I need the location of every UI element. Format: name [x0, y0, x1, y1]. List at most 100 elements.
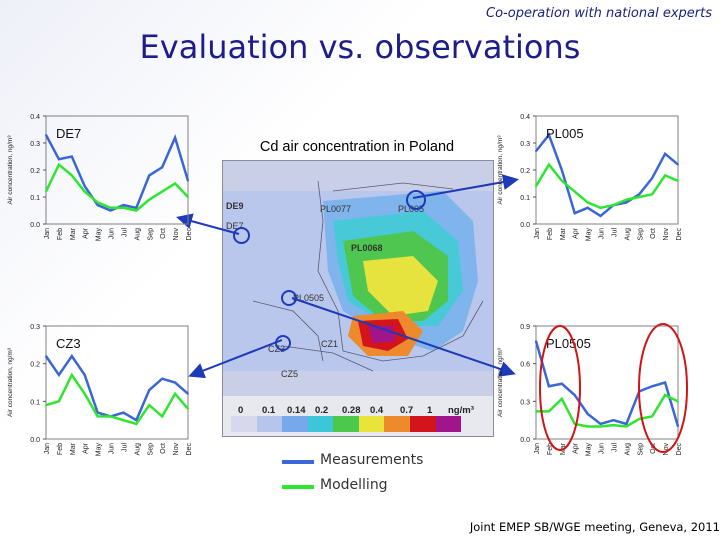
data-point — [70, 355, 73, 358]
chart-de7-svg: 0.0 0.1 0.2 0.3 0.4 Air concentration, ng/m³ J… — [7, 114, 193, 241]
data-point — [625, 201, 628, 204]
y-tick-label: 0.1 — [30, 399, 40, 406]
data-point — [83, 374, 86, 376]
data-point — [96, 204, 99, 206]
data-point — [96, 411, 99, 414]
chart-title: PL0505 — [546, 336, 591, 351]
y-tick-label: 0.0 — [520, 437, 530, 444]
series-line-modelling — [45, 372, 189, 426]
x-tick-label: Jan — [44, 228, 51, 239]
data-point — [651, 385, 654, 388]
data-point — [187, 392, 189, 395]
data-point — [599, 215, 602, 217]
data-point — [664, 174, 666, 177]
data-point — [58, 163, 60, 166]
data-point — [148, 174, 151, 177]
data-point — [560, 179, 563, 182]
data-point — [187, 179, 189, 182]
y-axis-label: Air concentration, ng/m³ — [7, 135, 14, 205]
scale-swatch — [256, 416, 283, 432]
data-point — [174, 182, 176, 185]
x-tick-label: Aug — [624, 228, 631, 241]
data-point — [625, 423, 628, 425]
x-tick-label: Feb — [547, 228, 554, 240]
station-marker-pl005 — [406, 190, 426, 210]
y-tick-label: 0.1 — [520, 195, 530, 202]
data-point — [677, 163, 679, 166]
data-point — [664, 152, 666, 155]
scale-tick-label: 0.14 — [287, 405, 306, 416]
data-point — [586, 206, 589, 209]
x-tick-label: May — [586, 443, 593, 457]
chart-cz3-svg: 0.0 0.1 0.2 0.3 Air concentration, ng/m³ Jan F… — [7, 324, 193, 456]
data-point — [161, 190, 164, 193]
legend-modelling-label: Modelling — [320, 477, 388, 493]
y-axis-label: Air concentration, ng/m³ — [497, 135, 504, 205]
footer-text: Joint EMEP SB/WGE meeting, Geneva, 2011 — [469, 520, 720, 534]
x-tick-label: Apr — [573, 227, 580, 239]
scale-tick-label: 0.7 — [400, 405, 414, 416]
y-tick-label: 0.2 — [30, 168, 40, 175]
x-tick-label: Sep — [147, 443, 154, 456]
chart-pl0505: 0.0 0.3 0.6 0.9 Air concentration, ng/m³ Jan F… — [490, 310, 690, 475]
data-point — [174, 136, 176, 139]
data-point — [535, 150, 537, 152]
scale-swatch — [384, 416, 410, 432]
x-tick-label: Apr — [573, 442, 580, 454]
legend-modelling-swatch — [282, 485, 314, 489]
x-tick-label: Sep — [637, 228, 644, 241]
data-point — [83, 392, 86, 395]
x-tick-label: Jul — [611, 443, 618, 452]
data-point — [122, 411, 125, 414]
y-tick-label: 0.0 — [30, 437, 40, 444]
data-point — [638, 390, 641, 393]
map-svg — [223, 161, 493, 436]
series-line-modelling — [44, 162, 189, 212]
data-point — [45, 404, 47, 406]
data-point — [560, 169, 563, 171]
scale-unit-label: ng/m³ — [448, 405, 474, 416]
data-point — [677, 400, 679, 403]
data-point — [135, 419, 138, 422]
chart-cz3: 0.0 0.1 0.2 0.3 Air concentration, ng/m³ Jan F… — [0, 310, 200, 475]
x-tick-label: Sep — [147, 228, 154, 241]
data-point — [599, 206, 602, 209]
x-tick-label: Jun — [599, 228, 606, 239]
data-point — [586, 412, 589, 415]
x-tick-label: Oct — [650, 228, 657, 239]
chart-title: DE7 — [56, 126, 81, 141]
data-point — [638, 193, 641, 196]
map-station-label-cz5: CZ5 — [281, 369, 299, 379]
data-point — [109, 415, 112, 418]
x-tick-label: Dec — [186, 228, 193, 241]
data-point — [135, 209, 138, 212]
series-line-modelling — [534, 162, 679, 210]
data-point — [148, 389, 151, 391]
series-line-measurements — [535, 132, 679, 218]
chart-de7: 0.0 0.1 0.2 0.3 0.4 Air concentration, ng/m³ J… — [0, 100, 200, 260]
x-tick-label: Dec — [676, 443, 683, 456]
y-tick-label: 0.3 — [520, 141, 530, 148]
data-point — [535, 185, 537, 188]
legend-modelling: Modelling — [282, 477, 442, 497]
x-tick-label: Aug — [134, 228, 141, 241]
data-point — [148, 404, 151, 406]
plot-frame — [45, 325, 189, 440]
data-point — [96, 415, 99, 418]
y-tick-label: 0.2 — [30, 362, 40, 369]
data-point — [664, 381, 666, 384]
x-tick-label: Jun — [109, 228, 116, 239]
y-tick-label: 0.9 — [520, 324, 530, 331]
data-point — [677, 425, 679, 428]
x-tick-label: Jan — [44, 443, 51, 454]
series-line-measurements — [534, 340, 680, 427]
data-point — [586, 425, 589, 428]
scale-tick-label: 0.4 — [370, 405, 384, 416]
map-station-label-pl0077: PL0077 — [320, 204, 352, 214]
scale-swatch — [231, 416, 257, 432]
scale-tick-label: 1 — [427, 405, 433, 416]
x-tick-label: Feb — [57, 228, 64, 240]
legend-measurements-swatch — [282, 460, 314, 464]
map-title: Cd air concentration in Poland — [259, 139, 455, 155]
data-point — [548, 134, 550, 136]
